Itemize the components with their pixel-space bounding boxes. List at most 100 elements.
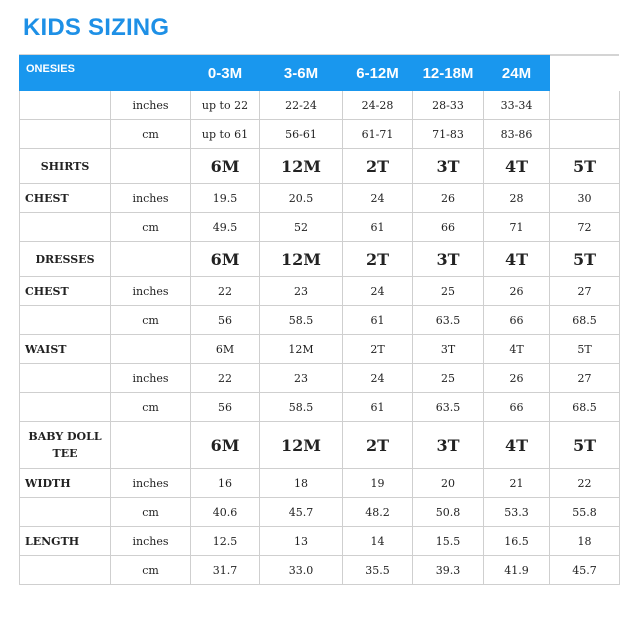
table-cell: 45.7: [259, 497, 343, 527]
table-cell: 71-83: [412, 119, 484, 149]
table-cell: 27: [549, 276, 620, 306]
dresses-header-row: DRESSES 6M 12M 2T 3T 4T 5T: [19, 241, 620, 277]
size-header: 12M: [259, 241, 343, 277]
shirts-label: SHIRTS: [19, 148, 111, 184]
table-cell: 58.5: [259, 392, 343, 422]
table-cell: up to 22: [190, 90, 260, 120]
table-cell: 63.5: [412, 305, 484, 335]
table-cell: 24: [342, 363, 413, 393]
unit-label: cm: [110, 212, 191, 242]
size-header: 5T: [549, 421, 620, 469]
table-row: cm 56 58.5 61 63.5 66 68.5: [19, 305, 620, 335]
table-cell: 50.8: [412, 497, 484, 527]
onesies-size-header: 0-3M: [190, 55, 260, 91]
size-header: 2T: [342, 148, 413, 184]
table-cell: 61-71: [342, 119, 413, 149]
table-cell: 25: [412, 276, 484, 306]
table-cell: 22: [190, 276, 260, 306]
table-cell: 22: [549, 468, 620, 498]
table-cell: 15.5: [412, 526, 484, 556]
table-cell: 16: [190, 468, 260, 498]
table-cell: 14: [342, 526, 413, 556]
table-cell: 40.6: [190, 497, 260, 527]
row-label-cell: [110, 334, 191, 364]
table-row: LENGTH inches 12.5 13 14 15.5 16.5 18: [19, 526, 620, 556]
table-cell: 66: [412, 212, 484, 242]
onesies-size-header: 6-12M: [342, 55, 413, 91]
table-cell: 19.5: [190, 183, 260, 213]
page-title: KIDS SIZING: [23, 14, 170, 41]
table-cell: 25: [412, 363, 484, 393]
table-cell: 23: [259, 363, 343, 393]
unit-label: inches: [110, 526, 191, 556]
table-cell: 18: [549, 526, 620, 556]
table-cell: 28-33: [412, 90, 484, 120]
onesies-label: ONESIES: [19, 55, 111, 91]
table-cell: 33.0: [259, 555, 343, 585]
table-cell: 24: [342, 183, 413, 213]
size-header: 5T: [549, 148, 620, 184]
table-cell: 22-24: [259, 90, 343, 120]
table-cell: 20.5: [259, 183, 343, 213]
row-label-cell: [110, 148, 191, 184]
table-row: CHEST inches 22 23 24 25 26 27: [19, 276, 620, 306]
table-cell: 20: [412, 468, 484, 498]
size-header: 3T: [412, 241, 484, 277]
table-cell: 66: [483, 392, 550, 422]
unit-label: inches: [110, 90, 191, 120]
row-label-cell: [19, 363, 111, 393]
table-cell: [549, 90, 620, 120]
table-cell: 24: [342, 276, 413, 306]
baby-doll-tee-label: BABY DOLL TEE: [19, 421, 111, 469]
size-header: 2T: [342, 421, 413, 469]
table-row: cm 40.6 45.7 48.2 50.8 53.3 55.8: [19, 497, 620, 527]
table-cell: 28: [483, 183, 550, 213]
table-cell: 30: [549, 183, 620, 213]
size-header: 3T: [412, 421, 484, 469]
baby-doll-tee-header-row: BABY DOLL TEE 6M 12M 2T 3T 4T 5T: [19, 421, 620, 469]
unit-label: cm: [110, 305, 191, 335]
size-header: 5T: [549, 241, 620, 277]
size-header: 4T: [483, 241, 550, 277]
table-cell: 18: [259, 468, 343, 498]
table-cell: 56-61: [259, 119, 343, 149]
table-row: inches 22 23 24 25 26 27: [19, 363, 620, 393]
table-cell: 66: [483, 305, 550, 335]
table-cell: 68.5: [549, 392, 620, 422]
waist-size-row: WAIST 6M 12M 2T 3T 4T 5T: [19, 334, 620, 364]
size-header: 6M: [190, 241, 260, 277]
row-label-cell: [19, 119, 111, 149]
onesies-size-header: 24M: [483, 55, 550, 91]
row-label-cell: [19, 497, 111, 527]
table-cell: 71: [483, 212, 550, 242]
size-header: 6M: [190, 421, 260, 469]
table-cell: 31.7: [190, 555, 260, 585]
title-divider: [19, 54, 619, 55]
row-label-cell: [19, 212, 111, 242]
onesies-size-header: 12-18M: [412, 55, 484, 91]
unit-label: cm: [110, 497, 191, 527]
table-cell: 26: [483, 363, 550, 393]
table-cell: 27: [549, 363, 620, 393]
table-cell: 55.8: [549, 497, 620, 527]
row-label-cell: [110, 421, 191, 469]
table-cell: 26: [483, 276, 550, 306]
table-cell: 5T: [549, 334, 620, 364]
table-cell: 16.5: [483, 526, 550, 556]
table-cell: up to 61: [190, 119, 260, 149]
unit-label: cm: [110, 119, 191, 149]
table-cell: 6M: [190, 334, 260, 364]
table-cell: 49.5: [190, 212, 260, 242]
table-cell: 52: [259, 212, 343, 242]
unit-label: inches: [110, 468, 191, 498]
table-cell: 23: [259, 276, 343, 306]
measure-label: WIDTH: [19, 468, 111, 498]
size-header: 6M: [190, 148, 260, 184]
table-row: cm 56 58.5 61 63.5 66 68.5: [19, 392, 620, 422]
table-row: cm up to 61 56-61 61-71 71-83 83-86: [19, 119, 620, 149]
dresses-label: DRESSES: [19, 241, 111, 277]
table-cell: 35.5: [342, 555, 413, 585]
table-cell: 22: [190, 363, 260, 393]
table-cell: 72: [549, 212, 620, 242]
table-cell: 63.5: [412, 392, 484, 422]
